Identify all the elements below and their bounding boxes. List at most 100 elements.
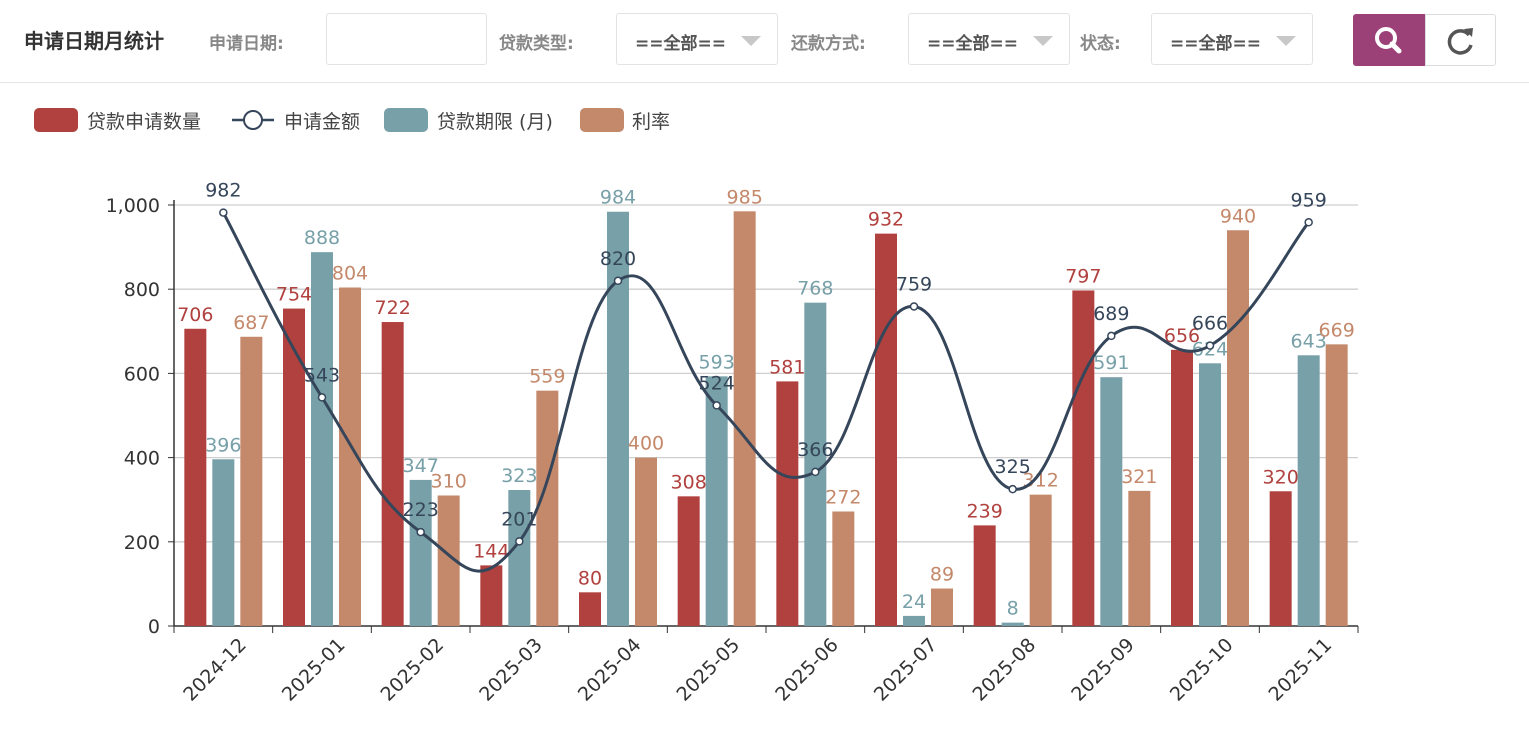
legend-item-amount[interactable]: 申请金额 (230, 104, 380, 134)
search-button[interactable] (1353, 14, 1425, 66)
bar-label-term: 593 (699, 351, 735, 373)
loan-type-label: 贷款类型: (499, 34, 574, 54)
line-label-amount: 982 (205, 180, 241, 202)
legend-label-term: 贷款期限 (月) (437, 111, 553, 133)
x-tick-label: 2025-06 (771, 634, 843, 706)
bar-rate (1227, 230, 1249, 626)
legend-item-rate[interactable]: 利率 (580, 104, 680, 134)
bar-term (1100, 377, 1123, 626)
bar-label-term: 396 (205, 434, 241, 456)
status-value: ==全部== (1170, 34, 1261, 54)
date-input[interactable] (326, 13, 487, 65)
legend-swatch-count (34, 108, 78, 132)
line-label-amount: 543 (304, 364, 340, 386)
x-tick-label: 2025-09 (1067, 634, 1139, 706)
x-tick-label: 2025-03 (475, 634, 547, 706)
bar-label-rate: 310 (431, 470, 467, 492)
line-label-amount: 959 (1291, 189, 1327, 211)
bar-label-count: 722 (375, 297, 411, 319)
bar-rate (733, 211, 756, 626)
bar-label-count: 239 (967, 500, 1003, 522)
x-tick-label: 2025-11 (1265, 634, 1337, 706)
y-tick-label: 1,000 (106, 195, 160, 217)
legend-item-count[interactable]: 贷款申请数量 (34, 104, 224, 134)
bar-label-rate: 669 (1319, 319, 1355, 341)
bar-rate (931, 588, 953, 626)
legend-swatch-term (384, 108, 428, 132)
bar-label-count: 754 (276, 284, 312, 306)
x-tick-label: 2025-05 (673, 634, 745, 706)
line-label-amount: 689 (1093, 303, 1129, 325)
line-label-amount: 820 (600, 248, 636, 270)
bar-label-count: 320 (1263, 466, 1299, 488)
loan-type-value: ==全部== (635, 34, 726, 54)
bar-count (973, 525, 996, 626)
bar-rate (832, 511, 855, 626)
bar-count (1171, 349, 1193, 626)
line-point-amount (1107, 331, 1116, 341)
y-tick-label: 600 (124, 363, 160, 385)
x-tick-label: 2025-02 (377, 634, 449, 706)
bar-label-term: 24 (902, 591, 926, 613)
line-point-amount (1205, 341, 1215, 350)
bar-label-rate: 804 (332, 263, 368, 285)
bar-count (1072, 290, 1095, 626)
x-tick-label: 2024-12 (179, 634, 251, 706)
bar-label-term: 8 (1007, 598, 1019, 620)
loan-type-select[interactable]: ==全部== (616, 13, 778, 65)
search-icon (1375, 27, 1402, 54)
bar-count (184, 328, 207, 626)
bar-label-rate: 272 (825, 486, 861, 508)
bar-count (776, 381, 799, 626)
line-point-amount (1304, 218, 1313, 227)
x-tick-label: 2025-10 (1166, 634, 1238, 706)
bar-label-count: 656 (1164, 325, 1200, 347)
legend-item-term[interactable]: 贷款期限 (月) (384, 104, 574, 134)
bar-rate (1325, 344, 1348, 626)
bar-label-count: 706 (177, 304, 213, 326)
repay-select[interactable]: ==全部== (908, 13, 1070, 65)
line-point-amount (515, 537, 524, 546)
bar-label-count: 797 (1065, 265, 1101, 287)
bar-term (1001, 622, 1024, 626)
legend-label-rate: 利率 (632, 111, 671, 133)
bar-label-rate: 687 (233, 312, 269, 334)
bar-count (381, 322, 404, 626)
bar-label-term: 347 (403, 455, 439, 477)
y-tick-label: 800 (124, 279, 160, 301)
x-tick-label: 2025-08 (969, 634, 1041, 706)
x-tick-label: 2025-04 (574, 634, 646, 706)
line-point-amount (909, 302, 919, 311)
chevron-down-icon (1276, 36, 1296, 46)
y-tick-label: 0 (148, 616, 160, 638)
x-tick-label: 2025-01 (278, 634, 350, 706)
bar-count (480, 565, 503, 626)
bar-term (705, 376, 728, 626)
bar-label-rate: 321 (1121, 466, 1157, 488)
status-select[interactable]: ==全部== (1151, 13, 1313, 65)
bar-rate (635, 457, 657, 626)
bar-count (677, 496, 700, 626)
bar-rate (240, 336, 263, 626)
line-point-amount (416, 527, 425, 537)
line-label-amount: 325 (995, 456, 1031, 478)
refresh-icon (1447, 28, 1473, 55)
line-point-amount (1008, 484, 1017, 494)
y-tick-label: 400 (124, 448, 160, 470)
bar-term (409, 479, 432, 626)
bar-label-rate: 985 (727, 186, 763, 208)
bar-term (508, 490, 531, 626)
refresh-button[interactable] (1425, 14, 1496, 66)
bar-label-term: 888 (304, 227, 340, 249)
bar-term (903, 615, 925, 626)
bar-label-rate: 559 (529, 366, 565, 388)
bar-label-count: 144 (473, 540, 509, 562)
bar-rate (536, 390, 559, 626)
bar-label-rate: 89 (930, 564, 954, 586)
bar-label-rate: 312 (1023, 470, 1059, 492)
legend-swatch-rate (580, 108, 624, 132)
line-label-amount: 524 (699, 372, 735, 394)
chevron-down-icon (741, 36, 761, 46)
bar-label-count: 308 (671, 471, 707, 493)
repay-value: ==全部== (927, 34, 1018, 54)
